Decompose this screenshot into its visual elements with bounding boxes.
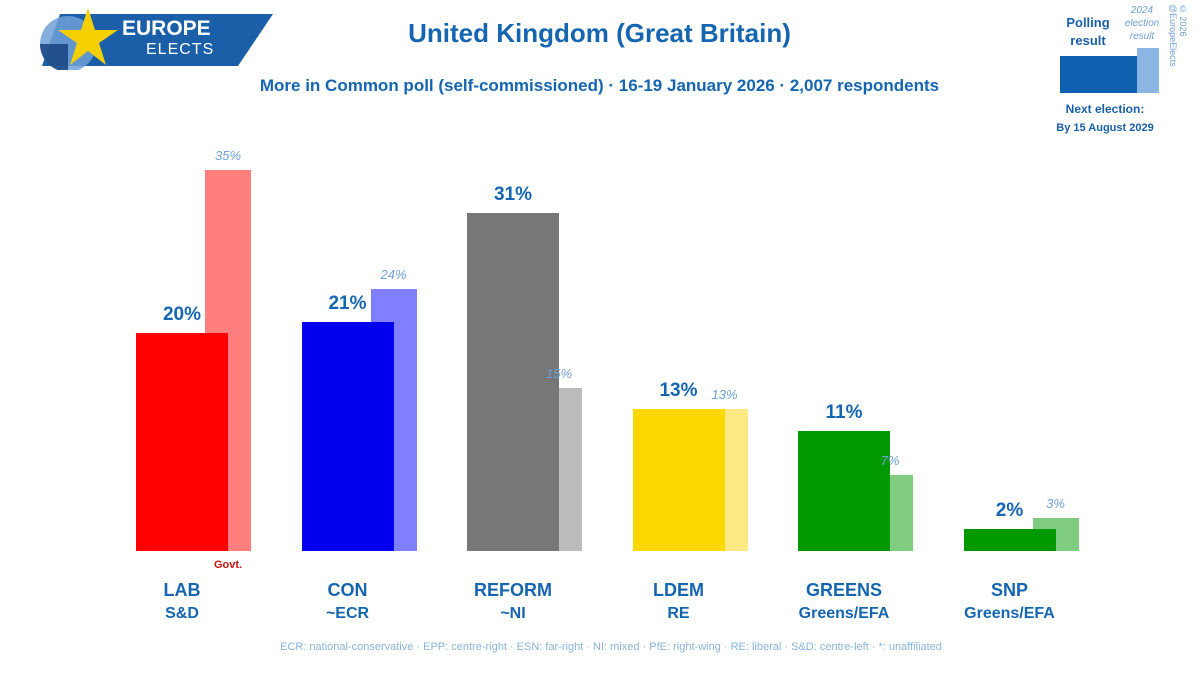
poll-bar-reform	[467, 213, 559, 551]
poll-bar-lab	[136, 333, 228, 551]
election-value-label-greens: 7%	[880, 452, 900, 468]
logo-graphic	[40, 8, 273, 70]
europe-elects-logo: EUROPE ELECTS	[0, 0, 280, 70]
logo-word-elects: ELECTS	[146, 41, 215, 58]
party-group-greens: Greens/EFA	[798, 605, 890, 622]
poll-bar-greens	[798, 431, 890, 551]
poll-value-label-lab: 20%	[162, 304, 202, 325]
copyright-notice: © 2026 @EuropeElects	[1168, 4, 1188, 67]
party-name-con: CON	[327, 580, 368, 600]
party-group-snp: Greens/EFA	[964, 605, 1055, 622]
poll-value-label-con: 21%	[328, 293, 367, 315]
poll-value-label-snp: 2%	[995, 500, 1024, 522]
party-name-lab: LAB	[163, 580, 201, 600]
poll-bar-con	[301, 322, 394, 551]
party-name-greens: GREENS	[805, 580, 883, 600]
party-name-ldem: LDEM	[653, 580, 704, 600]
logo-star-icon	[58, 8, 118, 65]
logo-globe-shade	[40, 44, 68, 70]
legend-polling-swatch	[1060, 56, 1137, 93]
group-footnote: ECR: national-conservative · EPP: centre…	[280, 641, 942, 653]
poll-bar-snp	[963, 529, 1056, 551]
election-value-label-lab: 35%	[214, 147, 242, 163]
legend-polling-label: Polling result	[1066, 15, 1110, 48]
page-title: United Kingdom (Great Britain)	[408, 18, 791, 48]
election-value-label-reform: 15%	[545, 365, 573, 381]
poll-value-label-ldem: 13%	[659, 380, 698, 402]
legend-election-swatch	[1137, 48, 1159, 93]
legend-election-label: 2024 election result	[1124, 5, 1160, 42]
election-value-label-snp: 3%	[1046, 496, 1065, 512]
poll-bar-ldem	[632, 409, 725, 551]
election-value-label-ldem: 13%	[711, 387, 738, 403]
next-election-label: Next election:	[1065, 102, 1145, 116]
government-annotation: Govt.	[213, 559, 243, 571]
chart-legend: Polling result 2024 election result © 20…	[1050, 0, 1199, 150]
poll-subtitle: More in Common poll (self-commissioned) …	[259, 76, 940, 95]
poll-value-label-greens: 11%	[825, 402, 863, 424]
election-value-label-con: 24%	[380, 267, 407, 283]
logo-word-europe: EUROPE	[122, 17, 211, 40]
party-name-snp: SNP	[990, 580, 1028, 600]
party-group-con: ~ECR	[325, 605, 370, 622]
poll-value-label-reform: 31%	[493, 184, 533, 206]
next-election-date: By 15 August 2029	[1056, 122, 1154, 134]
party-group-lab: S&D	[165, 605, 199, 622]
party-group-ldem: RE	[667, 605, 690, 622]
party-name-reform: REFORM	[474, 580, 552, 600]
party-group-reform: ~NI	[500, 605, 526, 622]
